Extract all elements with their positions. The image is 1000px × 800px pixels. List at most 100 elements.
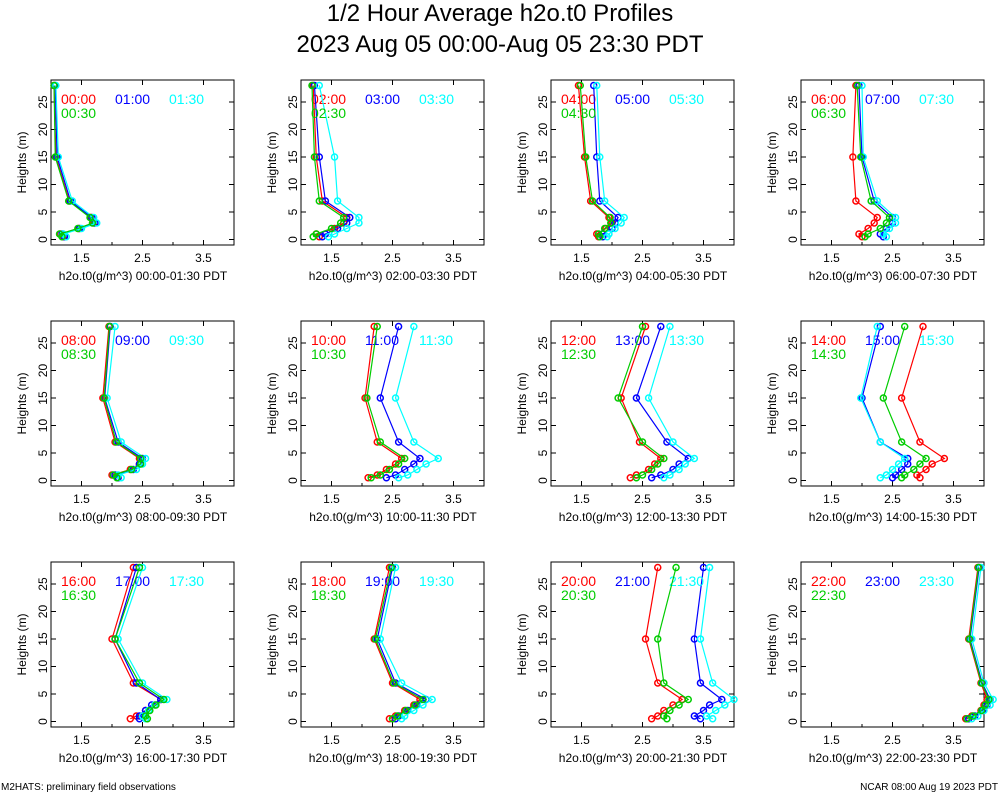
legend-entry: 15:30	[919, 332, 954, 348]
y-tick-label: 15	[286, 150, 300, 164]
data-point	[690, 454, 699, 463]
y-tick-label: 20	[786, 605, 800, 619]
series-line	[882, 326, 928, 479]
data-point	[330, 153, 339, 161]
data-point	[371, 635, 380, 643]
y-tick-label: 0	[536, 236, 550, 243]
y-tick-label: 25	[536, 95, 550, 109]
data-point	[977, 679, 986, 687]
data-point	[857, 394, 865, 402]
y-tick-label: 20	[536, 123, 550, 137]
data-point	[588, 197, 597, 205]
profile-panel: 1.5 2.5 3.5 0 5 10 15 20 25 Heights (m) h2o.t0(g/m…	[265, 320, 485, 524]
legend-entry: 18:00	[311, 573, 346, 589]
legend-entry: 23:00	[865, 573, 900, 589]
data-point	[900, 471, 909, 479]
y-tick-label: 15	[536, 391, 550, 405]
x-tick-label: 1.5	[73, 492, 90, 506]
x-tick-label: 1.5	[823, 251, 840, 265]
data-point	[136, 454, 145, 463]
data-point	[681, 460, 689, 468]
data-point	[138, 563, 147, 572]
legend-entry: 20:30	[561, 587, 596, 603]
data-point	[400, 465, 409, 474]
data-point	[963, 715, 971, 723]
legend-entry: 17:30	[169, 573, 204, 589]
data-point	[324, 233, 333, 241]
series-line	[620, 326, 662, 479]
y-tick-label: 25	[536, 577, 550, 591]
x-axis-label: h2o.t0(g/m^3) 00:00-01:30 PDT	[59, 269, 228, 283]
data-point	[702, 712, 711, 720]
data-point	[940, 454, 949, 463]
series-line	[373, 567, 421, 720]
legend-entry: 00:30	[61, 105, 96, 121]
x-tick-label: 3.5	[945, 492, 962, 506]
data-point	[394, 322, 403, 331]
y-tick-label: 0	[286, 718, 300, 725]
y-tick-label: 0	[786, 718, 800, 725]
legend-entry: 01:00	[115, 91, 150, 107]
y-tick-label: 25	[286, 95, 300, 109]
data-point	[974, 563, 983, 572]
data-point	[141, 712, 150, 720]
data-point	[363, 394, 371, 402]
data-point	[126, 715, 135, 723]
data-point	[660, 474, 668, 482]
x-axis-label: h2o.t0(g/m^3) 16:00-17:30 PDT	[59, 751, 228, 765]
y-tick-label: 0	[286, 477, 300, 484]
data-point	[669, 438, 677, 446]
y-tick-label: 5	[786, 449, 800, 456]
legend-entry: 22:00	[811, 573, 846, 589]
legend-entry: 06:30	[811, 105, 846, 121]
data-point	[64, 197, 73, 205]
data-point	[977, 706, 986, 715]
x-axis-label: h2o.t0(g/m^3) 06:00-07:30 PDT	[809, 269, 978, 283]
data-point	[367, 474, 375, 482]
data-point	[928, 460, 936, 468]
profile-panel: 1.5 2.5 3.5 0 5 10 15 20 25 Heights (m) h2o.t0(g/m…	[265, 561, 485, 765]
series-line	[617, 326, 665, 479]
data-point	[981, 701, 989, 709]
x-tick-label: 2.5	[634, 733, 651, 747]
data-point	[647, 465, 656, 474]
data-point	[882, 219, 891, 227]
x-tick-label: 3.5	[445, 492, 462, 506]
y-tick-label: 25	[286, 336, 300, 350]
data-point	[876, 224, 885, 233]
data-point	[849, 153, 857, 161]
series-line	[366, 326, 406, 479]
profile-panel: 1.5 2.5 3.5 0 5 10 15 20 25 Heights (m) h2o.t0(g/m…	[15, 320, 235, 524]
data-point	[654, 635, 662, 643]
legend-entry: 19:00	[365, 573, 400, 589]
y-tick-label: 25	[786, 95, 800, 109]
data-point	[969, 712, 977, 720]
y-tick-label: 10	[36, 419, 50, 433]
y-tick-label: 0	[786, 236, 800, 243]
y-tick-label: 5	[286, 449, 300, 456]
data-point	[900, 454, 909, 463]
legend-entry: 23:30	[919, 573, 954, 589]
x-tick-label: 3.5	[195, 492, 212, 506]
data-point	[666, 322, 674, 331]
data-point	[382, 474, 391, 482]
y-tick-label: 5	[36, 449, 50, 456]
legend-entry: 13:00	[615, 332, 650, 348]
y-axis-label: Heights (m)	[765, 131, 779, 193]
data-point	[876, 438, 885, 446]
legend-entry: 04:30	[561, 105, 596, 121]
figure-title: 1/2 Hour Average h2o.t0 Profiles	[326, 0, 674, 27]
legend-entry: 04:00	[561, 91, 596, 107]
legend-entry: 06:00	[811, 91, 846, 107]
x-axis-label: h2o.t0(g/m^3) 20:00-21:30 PDT	[559, 751, 728, 765]
x-axis-label: h2o.t0(g/m^3) 22:00-23:30 PDT	[809, 751, 978, 765]
data-point	[666, 471, 674, 479]
data-point	[100, 394, 108, 402]
data-point	[696, 635, 705, 643]
profile-panel: 1.5 2.5 3.5 0 5 10 15 20 25 Heights (m) h2o.t0(g/m…	[515, 79, 735, 283]
data-point	[112, 438, 121, 446]
y-tick-label: 20	[786, 123, 800, 137]
data-point	[873, 213, 881, 222]
data-point	[852, 197, 860, 205]
data-point	[858, 81, 866, 90]
